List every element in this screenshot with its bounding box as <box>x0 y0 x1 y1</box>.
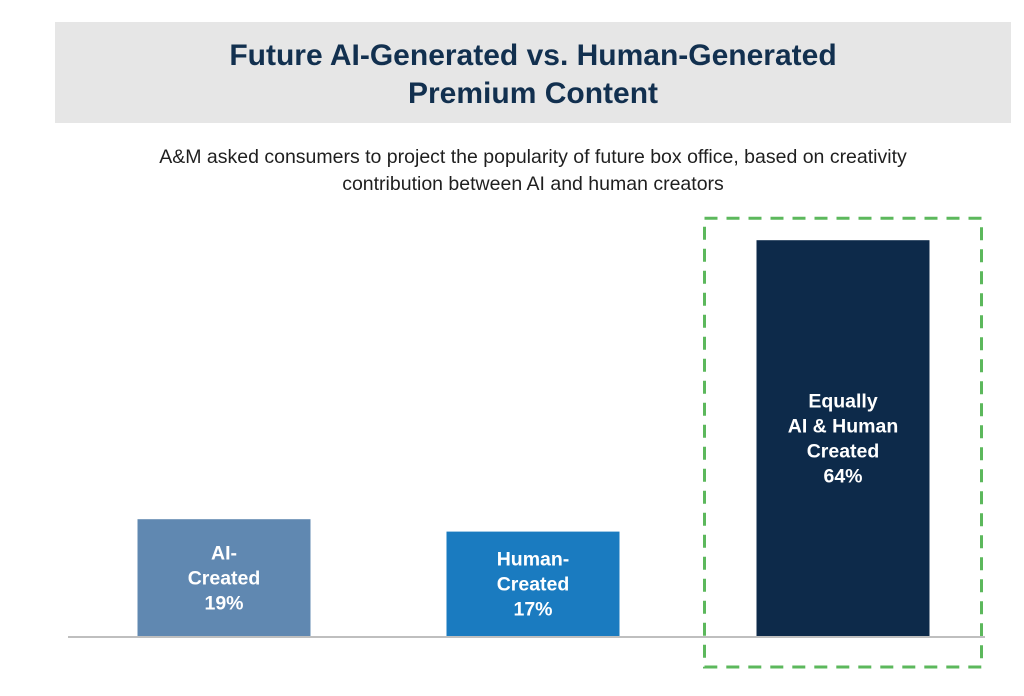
bar-human-created <box>446 531 620 637</box>
bar-label-equally-ai-human-created: Equally AI & Human Created 64% <box>788 390 899 487</box>
bars-group: AI- Created 19% Human- Created 17% Equally AI &… <box>137 240 930 637</box>
chart-subtitle-line-2: contribution between AI and human creato… <box>342 173 724 195</box>
chart-subtitle-line-1: A&M asked consumers to project the popul… <box>159 146 907 168</box>
bar-label-line: Created <box>497 574 570 596</box>
bar-label-line: Human- <box>497 549 570 571</box>
chart-title-line-1: Future AI-Generated vs. Human-Generated <box>229 39 837 72</box>
bar-equally-ai-human-created <box>756 240 930 637</box>
bar-label-line: Equally <box>808 390 878 412</box>
title-band <box>55 22 1011 123</box>
bar-label-line: Created <box>188 567 261 589</box>
bar-label-line: 64% <box>823 465 862 487</box>
bar-ai-created <box>137 519 311 637</box>
chart-title-line-2: Premium Content <box>407 77 659 110</box>
bar-label-line: 19% <box>204 592 243 614</box>
bar-label-line: AI & Human <box>788 415 899 437</box>
bar-label-human-created: Human- Created 17% <box>497 549 570 621</box>
bar-label-line: 17% <box>513 599 552 621</box>
highlight-box <box>703 216 983 669</box>
bar-label-ai-created: AI- Created 19% <box>188 542 261 614</box>
bar-label-line: Created <box>807 440 880 462</box>
bar-label-line: AI- <box>211 542 237 564</box>
chart-subtitle: A&M asked consumers to project the popul… <box>55 144 1011 198</box>
chart-title: Future AI-Generated vs. Human-Generated … <box>55 37 1011 113</box>
